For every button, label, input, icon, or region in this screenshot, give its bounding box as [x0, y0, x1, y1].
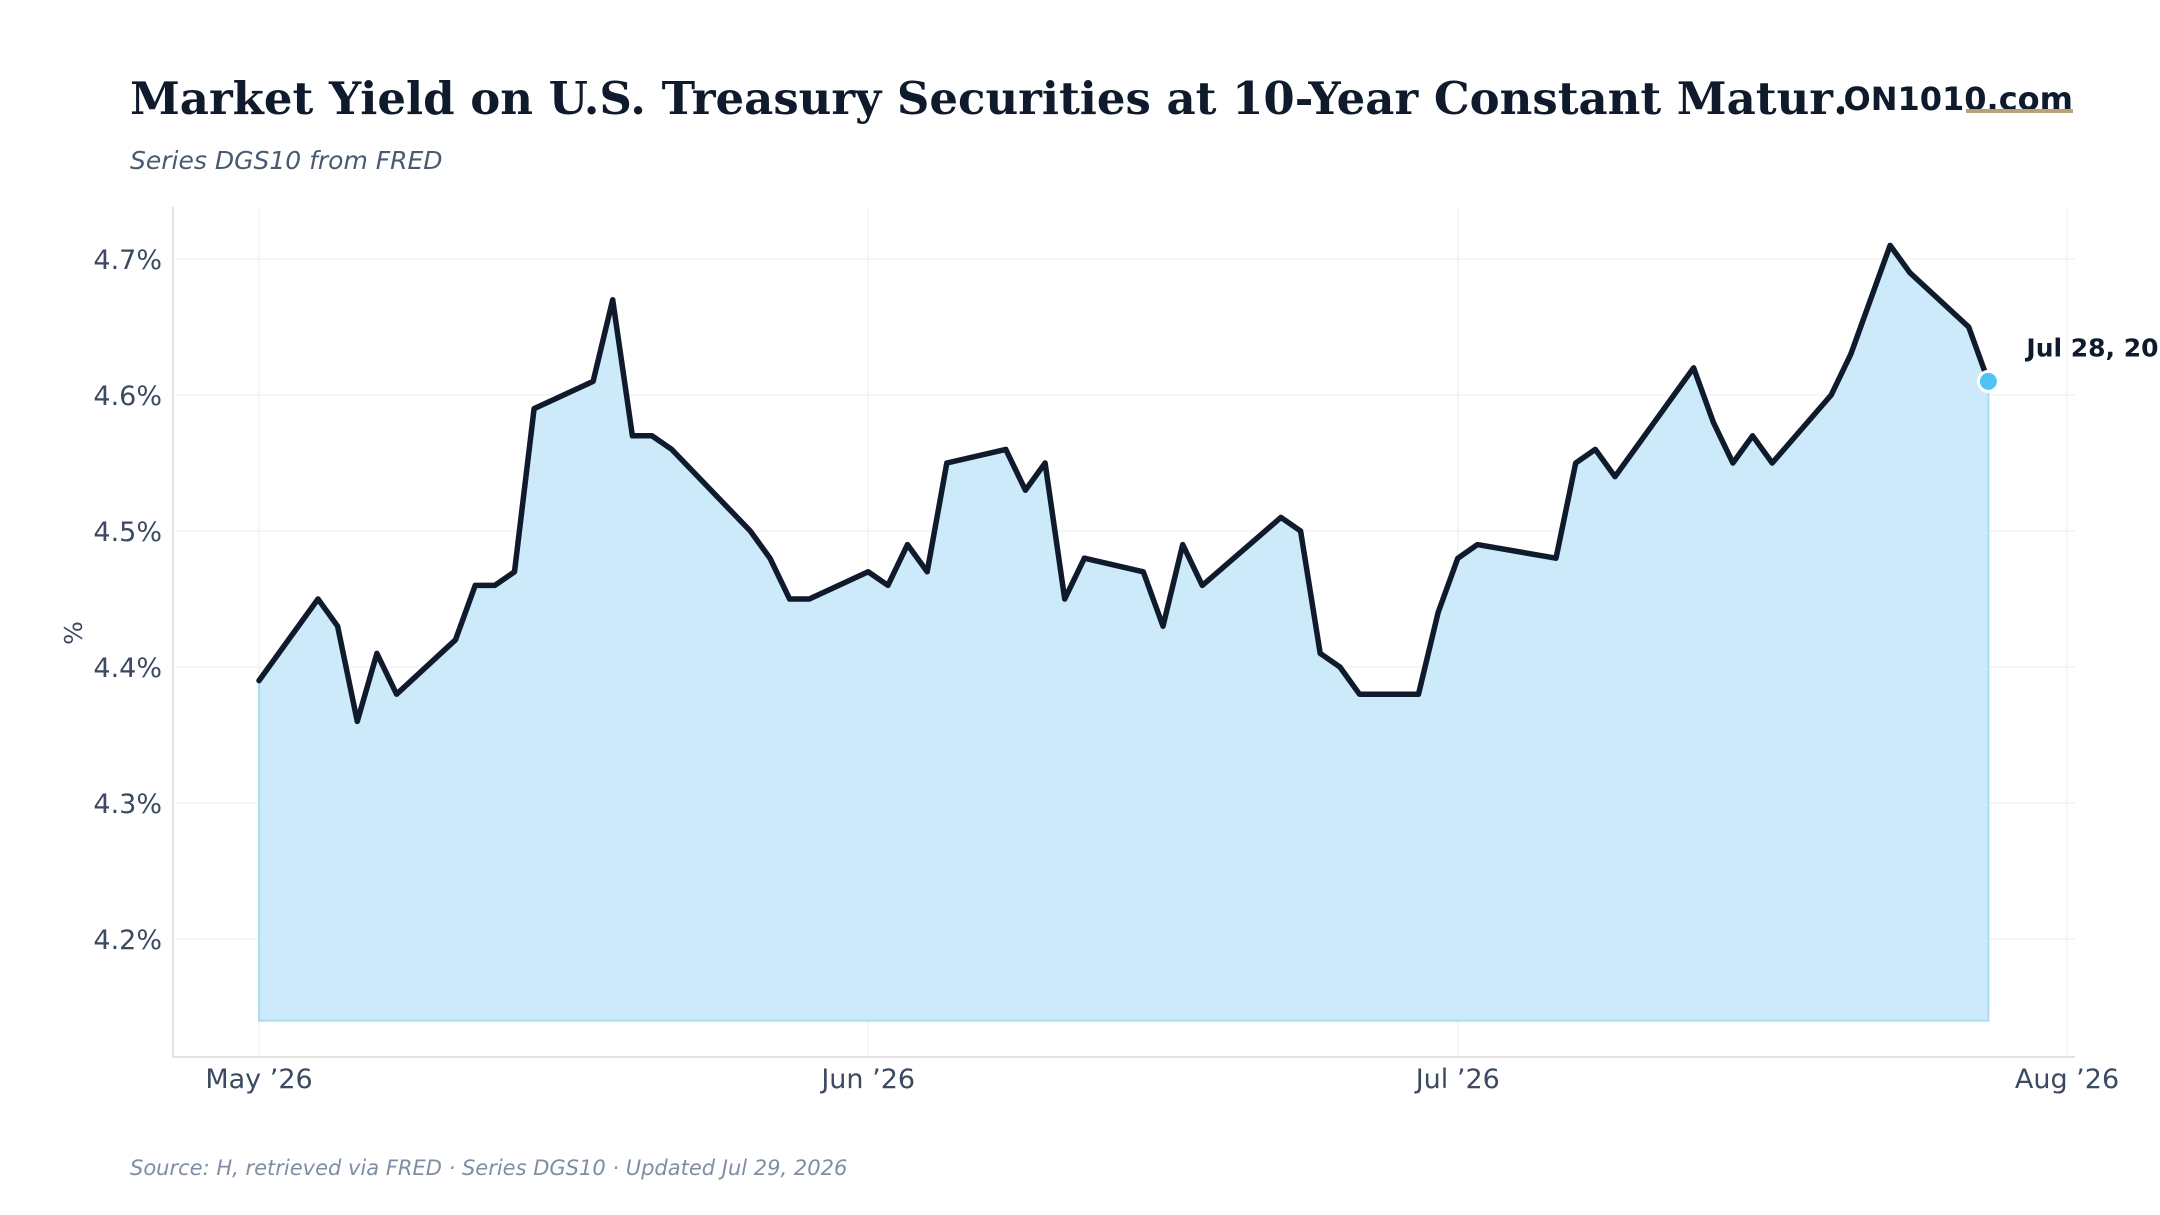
data-point: [865, 569, 871, 575]
data-point: [1848, 351, 1854, 357]
data-point: [1455, 555, 1461, 561]
label-layer: Jul 28, 2026: [1976, 333, 2160, 393]
series-line: [256, 242, 1992, 725]
data-point: [1022, 487, 1028, 493]
y-tick-label: 4.2%: [93, 925, 162, 956]
data-point: [1966, 324, 1972, 330]
data-point: [354, 718, 360, 724]
data-point: [629, 433, 635, 439]
x-tick-label: Aug ’26: [2015, 1064, 2119, 1095]
x-tick-label: Jun ’26: [819, 1064, 915, 1095]
data-point: [1062, 596, 1068, 602]
area-layer: [258, 243, 1990, 1022]
data-point: [1416, 691, 1422, 697]
data-point: [315, 596, 321, 602]
data-point: [1474, 542, 1480, 548]
end-marker: [1976, 369, 2000, 393]
data-point: [1317, 650, 1323, 656]
data-point: [905, 542, 911, 548]
y-tick-label: 4.4%: [93, 653, 162, 684]
data-point: [335, 623, 341, 629]
data-point: [256, 678, 262, 684]
data-point: [669, 446, 675, 452]
data-point: [1003, 446, 1009, 452]
data-point: [806, 596, 812, 602]
data-point: [1887, 242, 1893, 248]
data-point: [1592, 446, 1598, 452]
data-point: [1140, 569, 1146, 575]
x-tick-label: Jul ’26: [1414, 1064, 1500, 1095]
data-point: [472, 582, 478, 588]
x-tick-label: May ’26: [205, 1064, 312, 1095]
data-point: [885, 582, 891, 588]
data-point: [1750, 433, 1756, 439]
chart-subtitle: Series DGS10 from FRED: [130, 146, 443, 175]
data-point: [453, 637, 459, 643]
data-point: [1298, 528, 1304, 534]
data-point: [1907, 270, 1913, 276]
data-point: [1553, 555, 1559, 561]
data-point: [1769, 460, 1775, 466]
data-point: [374, 650, 380, 656]
data-point: [1828, 392, 1834, 398]
y-axis-title: %: [59, 621, 88, 645]
data-point: [1278, 514, 1284, 520]
y-tick-label: 4.6%: [93, 381, 162, 412]
source-note: Source: H, retrieved via FRED · Series D…: [130, 1156, 848, 1180]
data-point: [531, 406, 537, 412]
y-tick-label: 4.7%: [93, 245, 162, 276]
data-point: [1180, 542, 1186, 548]
data-point: [590, 378, 596, 384]
line-layer: [256, 242, 1992, 725]
y-tick-label: 4.3%: [93, 789, 162, 820]
axis-layer: 4.2% 4.3% 4.4% 4.5% 4.6% 4.7% May ’26 Jun ’26 Ju…: [59, 207, 2119, 1095]
data-point: [1357, 691, 1363, 697]
data-point: [1710, 419, 1716, 425]
data-point: [747, 528, 753, 534]
brand-underline: [1966, 109, 2073, 113]
data-point: [1612, 474, 1618, 480]
data-point: [492, 582, 498, 588]
data-point: [767, 555, 773, 561]
end-value-label: Jul 28, 2026: [2024, 333, 2160, 362]
data-point: [512, 569, 518, 575]
data-point: [1573, 460, 1579, 466]
data-point: [1691, 365, 1697, 371]
data-point: [1199, 582, 1205, 588]
data-point: [1730, 460, 1736, 466]
series-area: [258, 243, 1990, 1022]
data-point: [1081, 555, 1087, 561]
data-point: [394, 691, 400, 697]
data-point: [944, 460, 950, 466]
data-point: [610, 297, 616, 303]
data-point: [924, 569, 930, 575]
data-point: [649, 433, 655, 439]
data-point: [1435, 610, 1441, 616]
data-point: [1337, 664, 1343, 670]
data-point: [787, 596, 793, 602]
data-point: [1042, 460, 1048, 466]
y-tick-label: 4.5%: [93, 517, 162, 548]
data-point: [1160, 623, 1166, 629]
